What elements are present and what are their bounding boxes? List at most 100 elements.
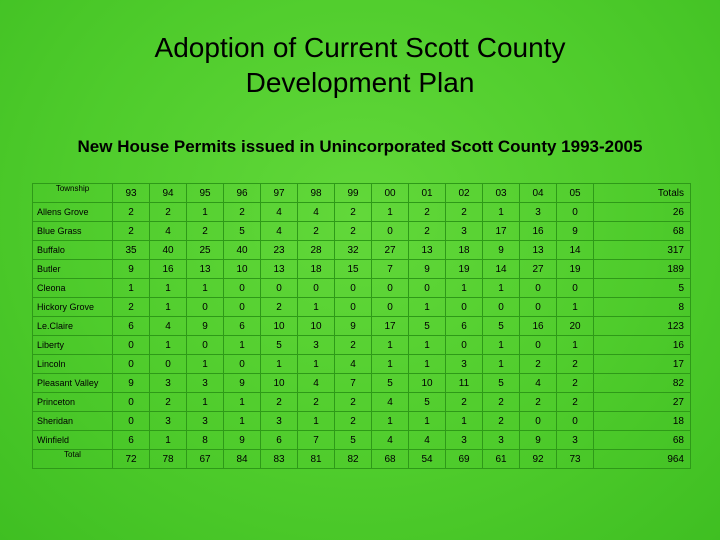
permit-count: 2 (260, 392, 298, 412)
permit-count: 5 (260, 335, 298, 355)
permit-count: 2 (334, 392, 372, 412)
permit-count: 0 (371, 221, 409, 241)
title-line-2: Development Plan (245, 67, 475, 98)
township-name: Sheridan (32, 411, 113, 431)
row-total: 68 (593, 430, 691, 450)
permit-count: 0 (112, 354, 150, 374)
permit-count: 2 (223, 202, 261, 222)
permit-count: 2 (445, 202, 483, 222)
permit-count: 5 (408, 316, 446, 336)
row-total: 123 (593, 316, 691, 336)
permit-count: 4 (297, 202, 335, 222)
permit-count: 9 (334, 316, 372, 336)
permit-count: 1 (260, 354, 298, 374)
permit-count: 4 (260, 221, 298, 241)
year-total: 78 (149, 449, 187, 469)
permit-count: 10 (408, 373, 446, 393)
permit-count: 2 (408, 202, 446, 222)
permit-count: 2 (334, 411, 372, 431)
permit-count: 6 (223, 316, 261, 336)
permit-count: 27 (371, 240, 409, 260)
permit-count: 3 (260, 411, 298, 431)
township-name: Pleasant Valley (32, 373, 113, 393)
row-total: 82 (593, 373, 691, 393)
permit-count: 0 (371, 278, 409, 298)
permit-count: 2 (482, 392, 520, 412)
year-total: 68 (371, 449, 409, 469)
permit-count: 0 (445, 297, 483, 317)
permit-count: 2 (149, 202, 187, 222)
permit-count: 9 (186, 316, 224, 336)
header-year: 97 (260, 183, 298, 203)
permit-count: 1 (371, 202, 409, 222)
permit-count: 5 (223, 221, 261, 241)
permit-count: 40 (149, 240, 187, 260)
township-name: Lincoln (32, 354, 113, 374)
permit-count: 15 (334, 259, 372, 279)
township-name: Buffalo (32, 240, 113, 260)
table-row: Cleona 1 1 1 0 0 0 0 0 0 1 1 0 0 5 (32, 278, 691, 298)
header-year: 02 (445, 183, 483, 203)
permit-count: 13 (260, 259, 298, 279)
permit-count: 0 (223, 278, 261, 298)
year-total: 54 (408, 449, 446, 469)
permit-count: 2 (334, 202, 372, 222)
permit-count: 1 (371, 335, 409, 355)
table-row: Buffalo 35 40 25 40 23 28 32 27 13 18 9 13 14 317 (32, 240, 691, 260)
year-total: 69 (445, 449, 483, 469)
table-row: Winfield 6 1 8 9 6 7 5 4 4 3 3 9 3 68 (32, 430, 691, 450)
permit-count: 17 (371, 316, 409, 336)
header-year: 05 (556, 183, 594, 203)
permit-count: 2 (149, 392, 187, 412)
permit-count: 10 (260, 316, 298, 336)
permit-count: 2 (482, 411, 520, 431)
permit-count: 27 (519, 259, 557, 279)
header-totals: Totals (593, 183, 691, 203)
permit-count: 3 (186, 411, 224, 431)
row-total: 17 (593, 354, 691, 374)
permit-count: 9 (482, 240, 520, 260)
permit-count: 3 (149, 411, 187, 431)
permit-count: 2 (297, 392, 335, 412)
township-name: Allens Grove (32, 202, 113, 222)
permit-count: 1 (445, 278, 483, 298)
permit-count: 9 (112, 259, 150, 279)
permit-count: 3 (482, 430, 520, 450)
header-year: 04 (519, 183, 557, 203)
permit-count: 1 (297, 354, 335, 374)
header-year: 93 (112, 183, 150, 203)
permit-count: 2 (519, 392, 557, 412)
permit-count: 1 (186, 278, 224, 298)
year-total: 73 (556, 449, 594, 469)
page-title: Adoption of Current Scott County Develop… (0, 30, 720, 100)
total-label: Total (32, 449, 113, 469)
permit-count: 1 (482, 354, 520, 374)
permit-count: 1 (149, 278, 187, 298)
permit-count: 35 (112, 240, 150, 260)
permit-count: 2 (334, 335, 372, 355)
permit-count: 3 (445, 430, 483, 450)
permit-count: 0 (297, 278, 335, 298)
permit-count: 1 (482, 202, 520, 222)
permit-count: 2 (556, 373, 594, 393)
year-total: 92 (519, 449, 557, 469)
permit-count: 19 (445, 259, 483, 279)
permit-count: 1 (482, 278, 520, 298)
permit-count: 1 (556, 335, 594, 355)
permit-count: 1 (112, 278, 150, 298)
table-row: Sheridan 0 3 3 1 3 1 2 1 1 1 2 0 0 18 (32, 411, 691, 431)
total-row: Total 72 78 67 84 83 81 82 68 54 69 61 92 73 964 (32, 449, 691, 469)
permit-count: 0 (556, 202, 594, 222)
table-row: Princeton 0 2 1 1 2 2 2 4 5 2 2 2 2 27 (32, 392, 691, 412)
header-year: 98 (297, 183, 335, 203)
township-name: Butler (32, 259, 113, 279)
permit-count: 28 (297, 240, 335, 260)
permit-count: 4 (260, 202, 298, 222)
permit-count: 0 (334, 278, 372, 298)
township-name: Hickory Grove (32, 297, 113, 317)
permit-count: 0 (519, 335, 557, 355)
permit-count: 18 (297, 259, 335, 279)
permit-count: 2 (112, 202, 150, 222)
table-row: Le.Claire 6 4 9 6 10 10 9 17 5 6 5 16 20 123 (32, 316, 691, 336)
grand-total: 964 (593, 449, 691, 469)
